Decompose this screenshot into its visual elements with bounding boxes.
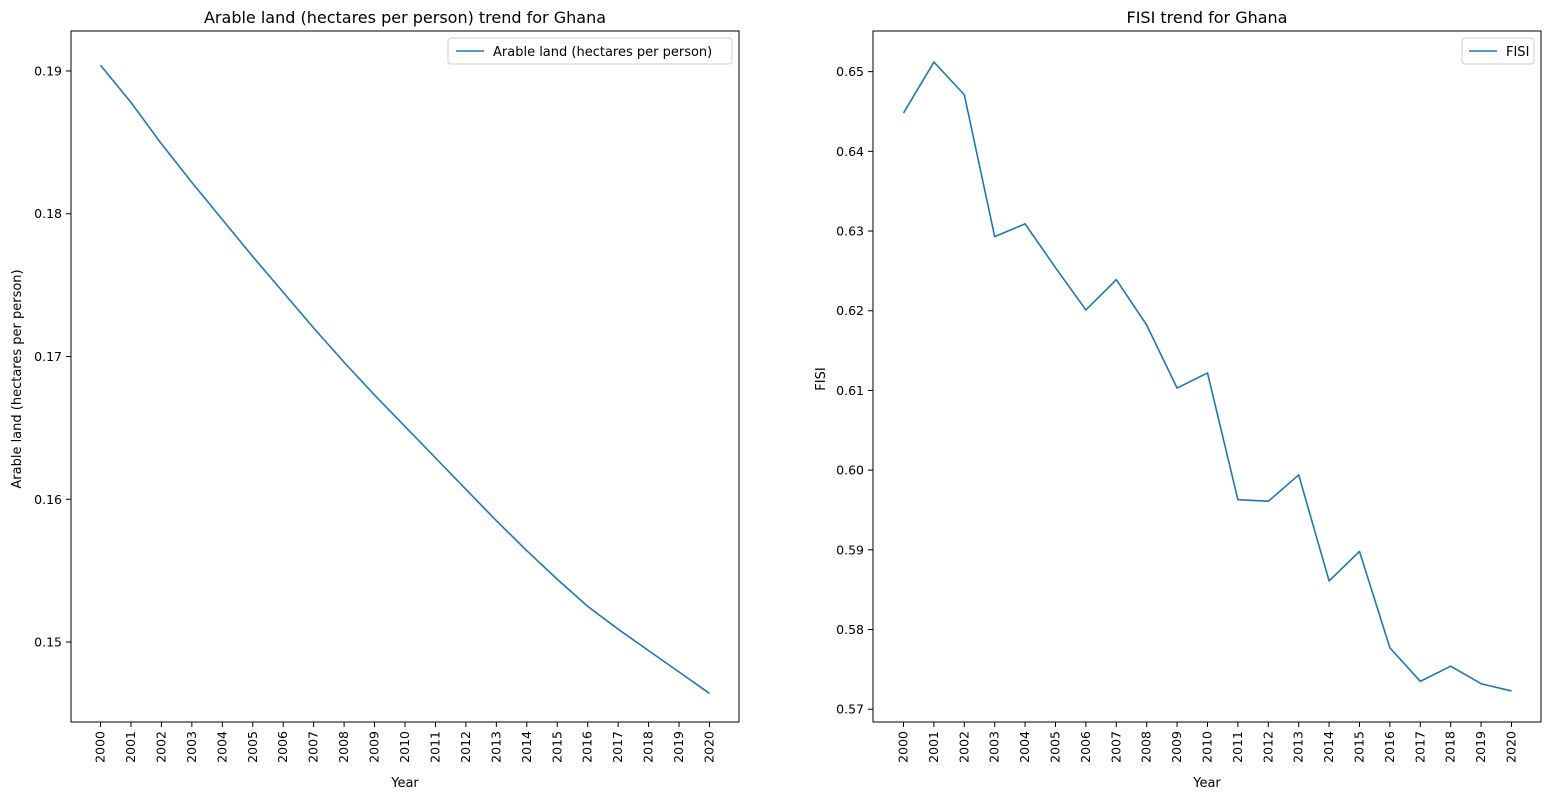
x-tick-label: 2009	[367, 731, 382, 763]
x-tick-label: 2019	[671, 731, 686, 763]
y-axis-label: FISI	[814, 367, 829, 390]
x-axis-label: Year	[1192, 776, 1221, 791]
x-tick-label: 2003	[184, 731, 199, 763]
plot-lines	[902, 61, 1512, 692]
legend: FISI	[1461, 37, 1535, 65]
x-tick-label: 2011	[1230, 731, 1245, 763]
plot-frame	[70, 30, 740, 723]
x-tick-label: 2001	[926, 731, 941, 763]
y-tick-label: 0.19	[34, 63, 62, 78]
legend-box	[1461, 37, 1535, 65]
x-tick-label: 2011	[427, 731, 442, 763]
x-tick-label: 2007	[306, 731, 321, 763]
plot-frame	[872, 30, 1542, 723]
legend-label: Arable land (hectares per person)	[493, 45, 712, 60]
axis-ticks: 2000 2001 2002 2003 2004 2005 2006 2007 2008 2009…	[836, 64, 1518, 763]
x-tick-label: 2015	[549, 731, 564, 763]
x-tick-label: 2020	[1504, 731, 1519, 763]
x-tick-label: 2013	[488, 731, 503, 763]
x-tick-label: 2002	[153, 731, 168, 763]
x-tick-label: 2002	[956, 731, 971, 763]
x-tick-label: 2009	[1169, 731, 1184, 763]
legend-label: FISI	[1506, 45, 1529, 60]
fisi-chart: FISI trend for Ghana Year FISI 2000 2001 2…	[814, 8, 1542, 791]
x-tick-label: 2006	[275, 731, 290, 763]
x-tick-label: 2006	[1078, 731, 1093, 763]
series-line	[902, 61, 1512, 692]
x-tick-label: 2008	[336, 731, 351, 763]
x-tick-label: 2016	[1382, 731, 1397, 763]
x-tick-label: 2019	[1473, 731, 1488, 763]
y-tick-label: 0.62	[836, 303, 864, 318]
x-tick-label: 2014	[519, 731, 534, 763]
x-tick-label: 2020	[702, 731, 717, 763]
y-tick-label: 0.58	[836, 622, 864, 637]
plot-lines	[99, 64, 710, 695]
y-axis-label: Arable land (hectares per person)	[10, 269, 25, 488]
x-tick-label: 2017	[610, 731, 625, 763]
x-tick-label: 2007	[1108, 731, 1123, 763]
x-tick-label: 2003	[987, 731, 1002, 763]
axis-ticks: 2000 2001 2002 2003 2004 2005 2006 2007 2008 2009…	[34, 63, 716, 762]
x-tick-label: 2008	[1139, 731, 1154, 763]
x-tick-label: 2010	[397, 731, 412, 763]
y-tick-label: 0.18	[34, 206, 62, 221]
y-tick-label: 0.60	[836, 463, 864, 478]
x-tick-label: 2005	[245, 731, 260, 763]
y-tick-label: 0.15	[34, 635, 62, 650]
legend: Arable land (hectares per person)	[447, 37, 733, 65]
x-tick-label: 2004	[214, 731, 229, 763]
x-tick-label: 2000	[896, 731, 911, 763]
y-tick-label: 0.61	[836, 383, 864, 398]
x-tick-label: 2005	[1048, 731, 1063, 763]
x-tick-label: 2001	[123, 731, 138, 763]
x-tick-label: 2010	[1200, 731, 1215, 763]
y-tick-label: 0.59	[836, 542, 864, 557]
x-tick-label: 2012	[458, 731, 473, 763]
legend-box	[447, 37, 733, 65]
x-tick-label: 2014	[1321, 731, 1336, 763]
arable-land-chart: Arable land (hectares per person) trend …	[10, 8, 740, 791]
x-tick-label: 2013	[1291, 731, 1306, 763]
x-tick-label: 2000	[93, 731, 108, 763]
x-tick-label: 2015	[1352, 731, 1367, 763]
y-tick-label: 0.63	[836, 224, 864, 239]
x-axis-label: Year	[390, 776, 419, 791]
y-tick-label: 0.64	[836, 144, 864, 159]
x-tick-label: 2004	[1017, 731, 1032, 763]
x-tick-label: 2012	[1260, 731, 1275, 763]
x-tick-label: 2017	[1412, 731, 1427, 763]
y-tick-label: 0.57	[836, 702, 864, 717]
y-tick-label: 0.17	[34, 349, 62, 364]
x-tick-label: 2016	[580, 731, 595, 763]
chart-title: Arable land (hectares per person) trend …	[204, 8, 606, 27]
y-tick-label: 0.16	[34, 492, 62, 507]
x-tick-label: 2018	[641, 731, 656, 763]
series-line	[99, 64, 710, 695]
y-tick-label: 0.65	[836, 64, 864, 79]
chart-title: FISI trend for Ghana	[1127, 8, 1288, 27]
x-tick-label: 2018	[1443, 731, 1458, 763]
